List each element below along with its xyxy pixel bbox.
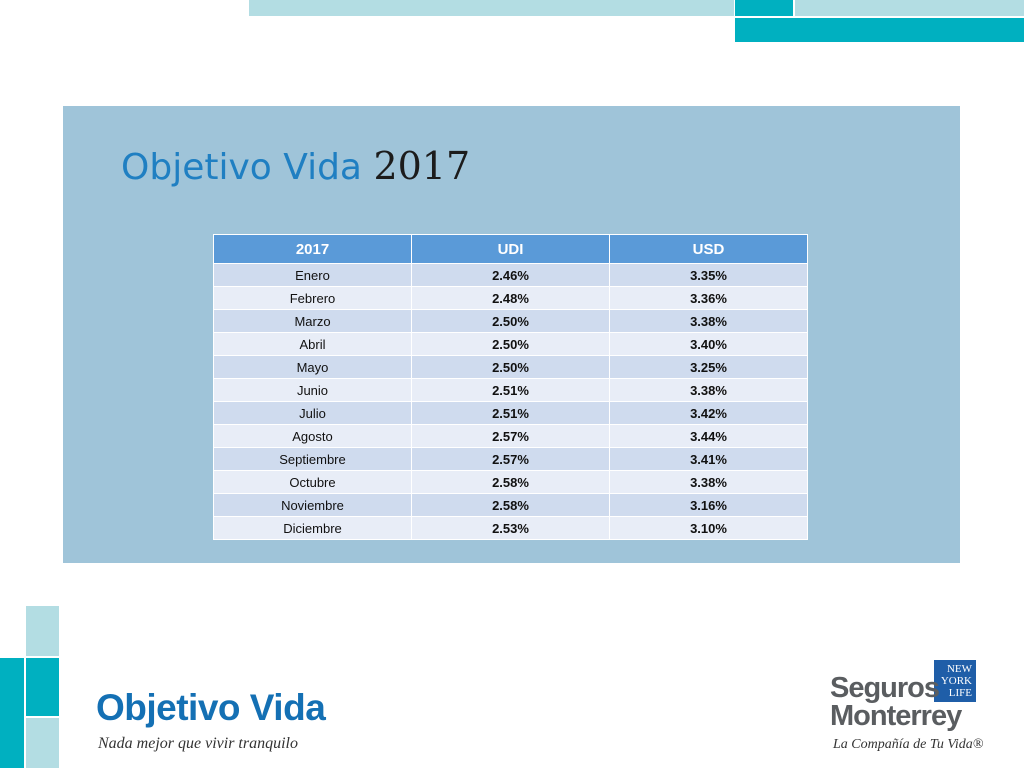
table-row: Julio 2.51% 3.42% (213, 401, 808, 425)
udi-cell: 2.50% (411, 309, 610, 333)
rates-table-body: Enero 2.46% 3.35% Febrero 2.48% 3.36% Marzo 2.5… (213, 263, 808, 540)
month-cell: Febrero (213, 286, 412, 310)
header-udi: UDI (411, 234, 610, 264)
month-cell: Octubre (213, 470, 412, 494)
month-cell: Abril (213, 332, 412, 356)
slide-title: Objetivo Vida 2017 (121, 144, 470, 188)
udi-cell: 2.51% (411, 401, 610, 425)
usd-cell: 3.10% (609, 516, 808, 540)
month-cell: Noviembre (213, 493, 412, 517)
udi-cell: 2.57% (411, 447, 610, 471)
seguros-monterrey-logo: NEW YORK LIFE Seguros Monterrey La Compa… (826, 655, 986, 755)
top-decor-bar-teal (735, 18, 1024, 42)
month-cell: Agosto (213, 424, 412, 448)
table-row: Febrero 2.48% 3.36% (213, 286, 808, 310)
top-decor-bar-light (249, 0, 734, 16)
usd-cell: 3.38% (609, 309, 808, 333)
udi-cell: 2.58% (411, 470, 610, 494)
table-row: Junio 2.51% 3.38% (213, 378, 808, 402)
udi-cell: 2.50% (411, 332, 610, 356)
month-cell: Marzo (213, 309, 412, 333)
table-row: Agosto 2.57% 3.44% (213, 424, 808, 448)
usd-cell: 3.40% (609, 332, 808, 356)
usd-cell: 3.16% (609, 493, 808, 517)
usd-cell: 3.36% (609, 286, 808, 310)
table-row: Marzo 2.50% 3.38% (213, 309, 808, 333)
company-name-line-1: Seguros (830, 672, 940, 704)
content-panel: Objetivo Vida 2017 2017 UDI USD Enero 2.4… (63, 106, 960, 563)
left-decor-block-2 (0, 658, 24, 768)
udi-cell: 2.51% (411, 378, 610, 402)
usd-cell: 3.38% (609, 470, 808, 494)
table-row: Enero 2.46% 3.35% (213, 263, 808, 287)
udi-cell: 2.53% (411, 516, 610, 540)
usd-cell: 3.44% (609, 424, 808, 448)
usd-cell: 3.38% (609, 378, 808, 402)
month-cell: Septiembre (213, 447, 412, 471)
month-cell: Julio (213, 401, 412, 425)
header-usd: USD (609, 234, 808, 264)
usd-cell: 3.41% (609, 447, 808, 471)
company-tagline: La Compañía de Tu Vida® (833, 737, 984, 752)
slide-title-year: 2017 (373, 144, 471, 188)
table-header-row: 2017 UDI USD (213, 234, 808, 264)
usd-cell: 3.35% (609, 263, 808, 287)
table-row: Noviembre 2.58% 3.16% (213, 493, 808, 517)
header-year: 2017 (213, 234, 412, 264)
table-row: Diciembre 2.53% 3.10% (213, 516, 808, 540)
brand-tagline: Nada mejor que vivir tranquilo (98, 735, 298, 752)
month-cell: Diciembre (213, 516, 412, 540)
top-decor-block-teal (735, 0, 793, 16)
brand-name: Objetivo Vida (96, 687, 326, 728)
udi-cell: 2.46% (411, 263, 610, 287)
month-cell: Junio (213, 378, 412, 402)
usd-cell: 3.42% (609, 401, 808, 425)
udi-cell: 2.58% (411, 493, 610, 517)
top-decor-bar-light-right (795, 0, 1024, 16)
rates-table: 2017 UDI USD Enero 2.46% 3.35% Febrero 2.48%… (213, 234, 808, 540)
table-row: Septiembre 2.57% 3.41% (213, 447, 808, 471)
table-row: Octubre 2.58% 3.38% (213, 470, 808, 494)
slide-title-text: Objetivo Vida (121, 147, 362, 188)
company-name-line-2: Monterrey (830, 700, 962, 732)
nyl-text-1: NEW (946, 663, 972, 675)
nyl-text-3: LIFE (948, 687, 972, 699)
usd-cell: 3.25% (609, 355, 808, 379)
month-cell: Enero (213, 263, 412, 287)
left-decor-block-3 (26, 658, 59, 716)
left-decor-block-4 (26, 718, 59, 768)
month-cell: Mayo (213, 355, 412, 379)
udi-cell: 2.48% (411, 286, 610, 310)
nyl-text-2: YORK (940, 675, 972, 687)
table-row: Mayo 2.50% 3.25% (213, 355, 808, 379)
udi-cell: 2.50% (411, 355, 610, 379)
table-row: Abril 2.50% 3.40% (213, 332, 808, 356)
new-york-life-logo: NEW YORK LIFE (934, 660, 976, 702)
udi-cell: 2.57% (411, 424, 610, 448)
left-decor-block-1 (26, 606, 59, 656)
